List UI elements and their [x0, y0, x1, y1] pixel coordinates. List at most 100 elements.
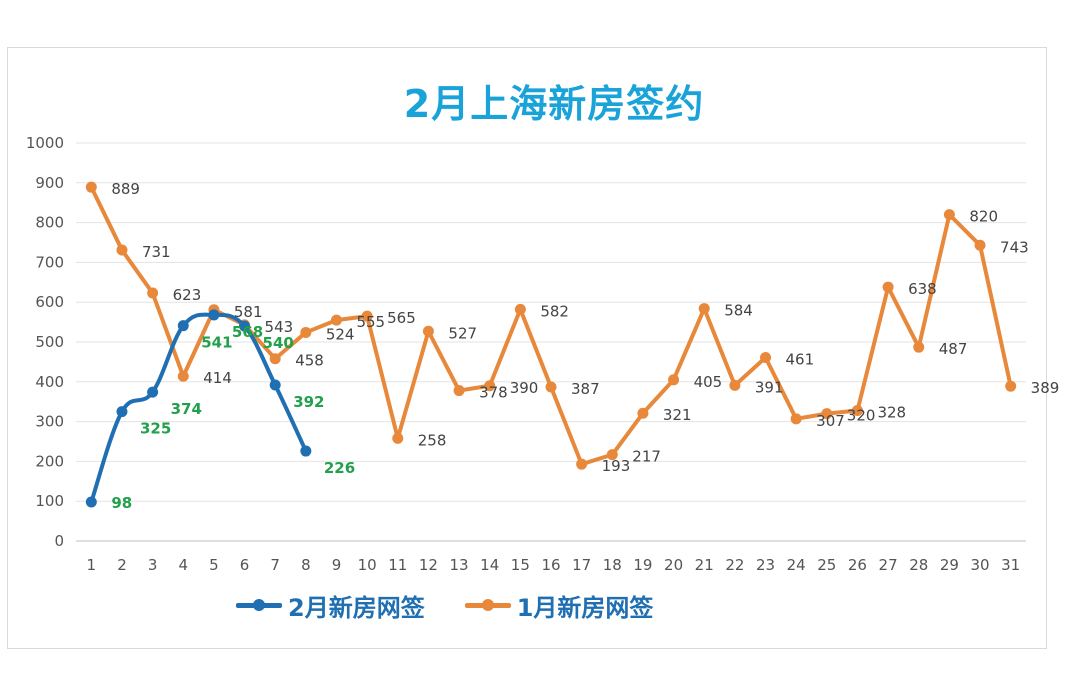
x-tick-label: 19 — [633, 556, 652, 574]
data-label-jan: 743 — [1000, 238, 1029, 256]
data-point-jan — [514, 303, 526, 315]
data-label-feb: 568 — [232, 323, 263, 341]
data-point-jan — [545, 381, 557, 393]
x-tick-label: 15 — [511, 556, 530, 574]
data-point-jan — [974, 239, 986, 251]
legend-item-feb: 2月新房网签 — [236, 588, 425, 623]
data-point-jan — [269, 353, 281, 365]
x-tick-label: 8 — [301, 556, 311, 574]
legend-swatch-feb — [236, 599, 282, 611]
data-point-feb — [300, 445, 312, 457]
legend-label-jan: 1月新房网签 — [516, 594, 654, 622]
y-tick-label: 400 — [35, 373, 64, 391]
data-label-jan: 584 — [724, 302, 753, 320]
data-label-jan: 321 — [663, 406, 692, 424]
data-label-jan: 405 — [694, 373, 723, 391]
data-point-jan — [668, 374, 680, 386]
x-tick-label: 9 — [332, 556, 342, 574]
x-tick-label: 5 — [209, 556, 219, 574]
x-tick-label: 1 — [87, 556, 97, 574]
x-tick-label: 25 — [817, 556, 836, 574]
data-point-feb — [239, 320, 251, 332]
data-point-jan — [361, 310, 373, 322]
x-tick-label: 11 — [388, 556, 407, 574]
data-point-feb — [147, 386, 159, 398]
data-point-jan — [392, 432, 404, 444]
data-label-jan: 258 — [418, 431, 447, 449]
data-label-jan: 527 — [448, 324, 477, 342]
x-tick-label: 10 — [358, 556, 377, 574]
data-label-jan: 487 — [939, 340, 968, 358]
data-label-jan: 217 — [632, 448, 661, 466]
data-point-jan — [300, 326, 312, 338]
data-label-feb: 374 — [171, 400, 202, 418]
data-point-feb — [269, 379, 281, 391]
data-point-jan — [85, 181, 97, 193]
data-label-jan: 307 — [816, 412, 845, 430]
data-label-feb: 540 — [263, 334, 294, 352]
data-point-jan — [821, 408, 833, 420]
y-tick-label: 300 — [35, 413, 64, 431]
data-point-jan — [790, 413, 802, 425]
x-tick-label: 7 — [270, 556, 280, 574]
data-label-feb: 226 — [324, 459, 355, 477]
x-tick-label: 21 — [695, 556, 714, 574]
data-label-jan: 582 — [540, 302, 569, 320]
x-tick-label: 23 — [756, 556, 775, 574]
data-point-jan — [637, 407, 649, 419]
data-point-jan — [453, 385, 465, 397]
legend-label-feb: 2月新房网签 — [288, 594, 425, 622]
legend-swatch-jan — [464, 599, 511, 611]
data-point-jan — [1005, 380, 1017, 392]
x-tick-label: 29 — [940, 556, 959, 574]
data-label-jan: 731 — [142, 243, 171, 261]
data-label-jan: 387 — [571, 380, 600, 398]
data-label-jan: 328 — [877, 403, 906, 421]
data-point-jan — [422, 325, 434, 337]
x-tick-label: 30 — [970, 556, 989, 574]
y-tick-label: 200 — [35, 452, 64, 470]
data-label-jan: 623 — [173, 286, 202, 304]
data-label-jan: 638 — [908, 280, 937, 298]
y-tick-label: 100 — [35, 492, 64, 510]
data-label-jan: 820 — [969, 208, 998, 226]
y-tick-label: 900 — [35, 174, 64, 192]
data-label-jan: 389 — [1031, 379, 1060, 397]
x-tick-label: 12 — [419, 556, 438, 574]
x-tick-label: 6 — [240, 556, 250, 574]
chart-legend: 2月新房网签 1月新房网签 — [236, 588, 693, 623]
data-label-jan: 390 — [510, 379, 539, 397]
x-tick-label: 2 — [117, 556, 127, 574]
data-label-jan: 458 — [295, 352, 324, 370]
y-tick-label: 800 — [35, 214, 64, 232]
data-point-jan — [606, 449, 618, 461]
legend-item-jan: 1月新房网签 — [464, 588, 654, 623]
data-label-feb: 392 — [293, 393, 324, 411]
y-tick-label: 700 — [35, 253, 64, 271]
x-tick-label: 27 — [879, 556, 898, 574]
x-tick-label: 4 — [178, 556, 188, 574]
chart-title: 2月上海新房签约 — [403, 82, 705, 126]
x-tick-label: 17 — [572, 556, 591, 574]
data-point-feb — [85, 496, 97, 508]
data-point-jan — [729, 379, 741, 391]
x-tick-label: 24 — [787, 556, 806, 574]
y-tick-label: 500 — [35, 333, 64, 351]
x-tick-label: 28 — [909, 556, 928, 574]
data-label-jan: 391 — [755, 378, 784, 396]
data-label-jan: 889 — [111, 180, 140, 198]
data-point-jan — [576, 458, 588, 470]
data-point-jan — [698, 303, 710, 315]
data-point-jan — [484, 380, 496, 392]
data-label-feb: 325 — [140, 420, 171, 438]
x-tick-label: 13 — [450, 556, 469, 574]
data-point-jan — [882, 281, 894, 293]
data-point-feb — [116, 406, 128, 418]
data-point-jan — [851, 404, 863, 416]
y-tick-label: 1000 — [26, 134, 64, 152]
data-label-feb: 541 — [201, 334, 232, 352]
data-label-feb: 98 — [111, 494, 132, 512]
x-tick-label: 26 — [848, 556, 867, 574]
y-tick-label: 0 — [54, 532, 64, 550]
